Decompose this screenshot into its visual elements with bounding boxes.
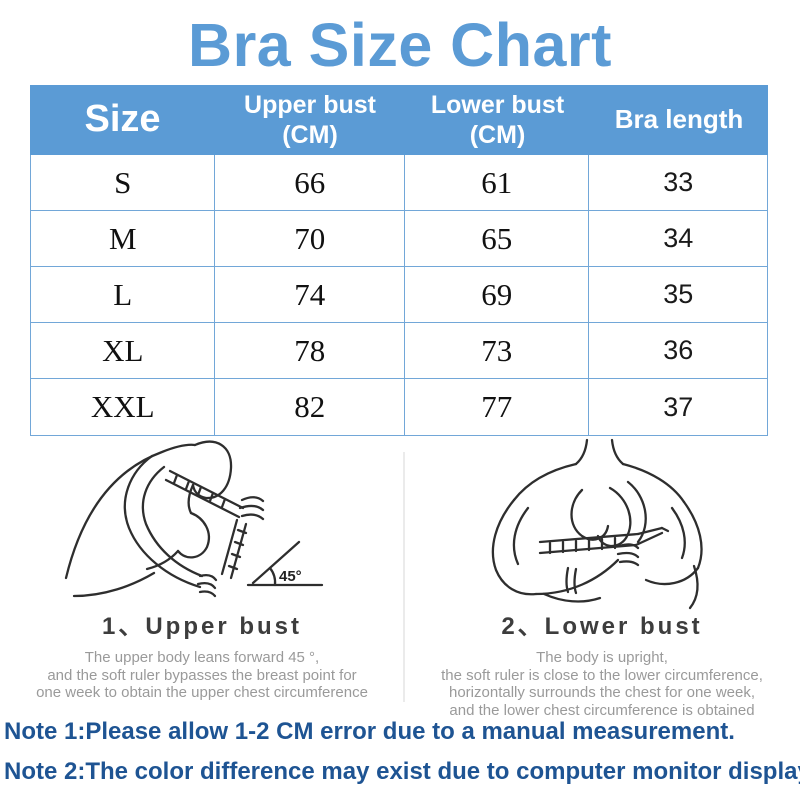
cell-bra-length: 35 [663, 279, 694, 309]
cell-bra-length: 33 [663, 167, 694, 197]
description-line: The upper body leans forward 45 °, [84, 649, 320, 666]
header-size: Size [30, 85, 215, 155]
cell-lower-bust: 61 [405, 155, 590, 210]
cell-upper-bust: 82 [215, 379, 405, 435]
cell-lower-bust: 69 [405, 267, 590, 322]
upper-bust-description: The upper body leans forward 45 °, and t… [0, 649, 404, 702]
description-line: one week to obtain the upper chest circu… [36, 684, 368, 701]
description-line: The body is upright, [536, 649, 668, 666]
cell-bra-length: 36 [663, 335, 694, 365]
cell-upper-bust: 74 [215, 267, 405, 322]
description-line: and the soft ruler bypasses the breast p… [47, 666, 357, 684]
cell-upper-bust: 66 [215, 155, 405, 210]
table-row-xl: XL 78 73 36 [31, 323, 767, 379]
note-1: Note 1:Please allow 1-2 CM error due to … [4, 718, 735, 745]
table-row-xxl: XXL 82 77 37 [31, 379, 767, 435]
table-row-s: S 66 61 33 [31, 155, 767, 211]
header-lower-bust: Lower bust (CM) [405, 85, 590, 155]
cell-size: XXL [31, 379, 216, 435]
header-upper-bust-unit: (CM) [282, 121, 338, 149]
header-bra-length: Bra length [590, 85, 768, 155]
measurement-instructions: 45° 1、Upper bust The upper body leans fo… [0, 436, 800, 719]
section-divider [403, 452, 405, 702]
cell-size: XL [31, 323, 216, 378]
lower-bust-section: 2、Lower bust The body is upright, the so… [404, 436, 800, 719]
header-lower-bust-unit: (CM) [469, 121, 526, 149]
upper-bust-caption: 1、Upper bust [101, 613, 302, 640]
notes-section: Note 1:Please allow 1-2 CM error due to … [4, 718, 800, 785]
cell-upper-bust: 78 [215, 323, 405, 378]
cell-size: L [31, 267, 216, 322]
table-header-row: Size Upper bust (CM) Lower bust (CM) Bra… [30, 85, 768, 155]
lower-bust-caption: 2、Lower bust [501, 613, 703, 640]
lower-bust-description: The body is upright, the soft ruler is c… [404, 649, 800, 719]
header-size-label: Size [84, 98, 161, 141]
table-row-m: M 70 65 34 [31, 211, 767, 267]
cell-lower-bust: 73 [405, 323, 590, 378]
header-bra-length-label: Bra length [614, 104, 744, 135]
cell-lower-bust: 77 [405, 379, 590, 435]
description-line: the soft ruler is close to the lower cir… [441, 666, 763, 684]
page-title: Bra Size Chart [188, 11, 612, 79]
header-upper-bust: Upper bust (CM) [215, 85, 405, 155]
note-2: Note 2:The color difference may exist du… [4, 758, 800, 785]
angle-45-label: 45° [279, 568, 302, 585]
upper-bust-section: 45° 1、Upper bust The upper body leans fo… [0, 436, 404, 714]
header-upper-bust-label: Upper bust [244, 91, 376, 119]
table-row-l: L 74 69 35 [31, 267, 767, 323]
cell-bra-length: 34 [663, 223, 694, 253]
header-lower-bust-label: Lower bust [430, 91, 565, 119]
lower-bust-illustration [491, 438, 703, 610]
upper-bust-illustration: 45° [64, 440, 324, 598]
description-line: and the lower chest circumference is obt… [449, 701, 755, 719]
size-chart-table: Size Upper bust (CM) Lower bust (CM) Bra… [30, 85, 768, 436]
description-line: horizontally surrounds the chest for one… [449, 684, 755, 701]
cell-lower-bust: 65 [405, 211, 590, 266]
cell-upper-bust: 70 [215, 211, 405, 266]
table-body: S 66 61 33 M 70 65 34 L 74 69 35 XL 78 7… [30, 155, 768, 436]
cell-size: M [31, 211, 216, 266]
cell-bra-length: 37 [663, 391, 694, 422]
cell-size: S [31, 155, 216, 210]
